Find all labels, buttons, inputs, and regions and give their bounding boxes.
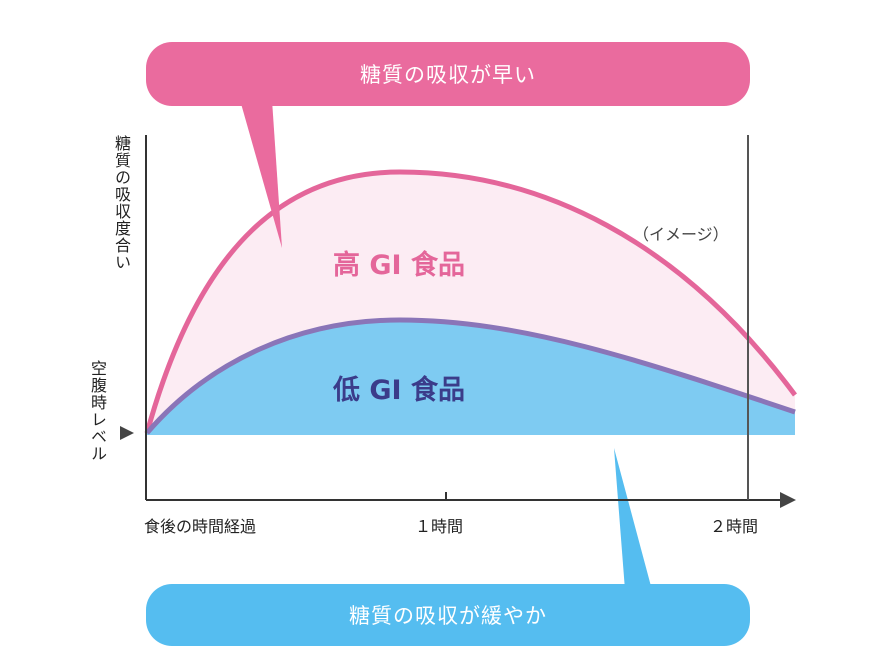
x-axis-label-1h: １時間: [415, 517, 464, 536]
high-gi-callout: 糖質の吸収が早い: [146, 42, 750, 106]
high-gi-curve: [144, 169, 798, 434]
high-gi-label: 高 GI 食品: [333, 250, 466, 281]
low-gi-label: 低 GI 食品: [333, 375, 466, 406]
x-axis-label-start: 食後の時間経過: [144, 517, 257, 536]
image-note: （イメージ）: [633, 225, 729, 244]
y-axis-label-absorption: 糖質の吸収度合い: [112, 135, 131, 271]
x-axis-label-2h: ２時間: [710, 517, 759, 536]
low-callout-pointer: [614, 448, 652, 590]
low-gi-curve: [145, 317, 796, 435]
low-gi-callout: 糖質の吸収が緩やか: [146, 584, 750, 646]
low-gi-area: [147, 320, 795, 433]
x-axis-arrow: [780, 492, 796, 508]
y-axis-label-fasting: 空腹時レベル: [88, 360, 107, 462]
high-callout-pointer: [240, 100, 282, 248]
fasting-level-marker-icon: [120, 426, 134, 440]
